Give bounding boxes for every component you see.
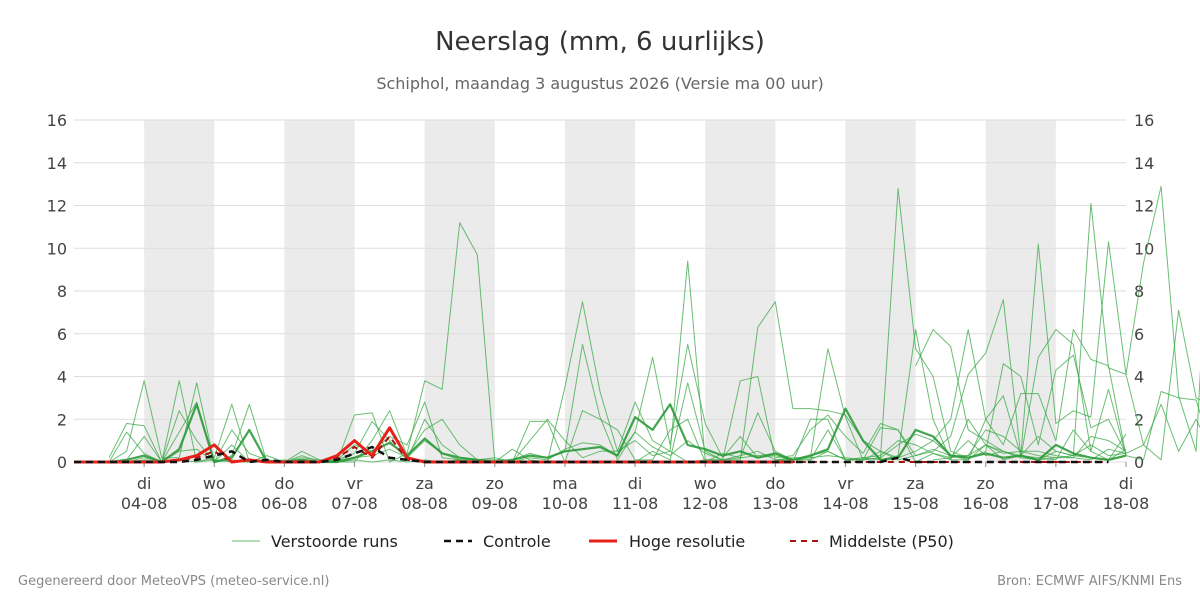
legend-item-verstoorde-runs: Verstoorde runs [232, 532, 398, 551]
x-tick-day: zo [977, 474, 995, 493]
y-tick-label-right: 14 [1134, 154, 1154, 173]
y-tick-label-right: 2 [1134, 410, 1144, 429]
y-tick-label-left: 16 [47, 111, 67, 130]
x-tick-date: 06-08 [261, 494, 308, 513]
x-tick-day: za [416, 474, 434, 493]
y-tick-label-left: 14 [47, 154, 67, 173]
x-tick-day: do [274, 474, 294, 493]
x-tick-date: 17-08 [1033, 494, 1080, 513]
legend: Verstoorde runs Controle Hoge resolutie … [232, 532, 954, 551]
x-tick-day: di [137, 474, 152, 493]
y-tick-label-left: 6 [57, 325, 67, 344]
y-tick-label-left: 8 [57, 282, 67, 301]
legend-label-hoge-resolutie: Hoge resolutie [629, 532, 745, 551]
x-tick-date: 14-08 [822, 494, 869, 513]
y-tick-label-right: 6 [1134, 325, 1144, 344]
legend-item-hoge-resolutie: Hoge resolutie [589, 532, 745, 551]
ensemble-line [775, 185, 1200, 459]
x-tick-date: 16-08 [962, 494, 1009, 513]
x-tick-date: 08-08 [401, 494, 448, 513]
x-tick-date: 09-08 [472, 494, 519, 513]
x-tick-date: 07-08 [331, 494, 378, 513]
x-tick-day: za [906, 474, 924, 493]
ensemble-line [933, 403, 1200, 461]
y-tick-label-right: 12 [1134, 197, 1154, 216]
x-tick-day: do [765, 474, 785, 493]
x-tick-day: vr [837, 474, 853, 493]
legend-label-verstoorde-runs: Verstoorde runs [271, 532, 398, 551]
y-tick-label-left: 0 [57, 453, 67, 472]
y-tick-label-right: 4 [1134, 368, 1144, 387]
x-axis-ticks: di04-08wo05-08do06-08vr07-08za08-08zo09-… [121, 462, 1149, 513]
legend-item-middelste: Middelste (P50) [790, 532, 954, 551]
x-tick-date: 10-08 [542, 494, 589, 513]
x-tick-day: di [1119, 474, 1134, 493]
footer-source: Bron: ECMWF AIFS/KNMI Ens [997, 574, 1182, 589]
legend-label-middelste: Middelste (P50) [829, 532, 954, 551]
x-tick-day: wo [694, 474, 717, 493]
legend-item-controle: Controle [444, 532, 551, 551]
y-tick-label-right: 10 [1134, 239, 1154, 258]
x-tick-date: 18-08 [1103, 494, 1150, 513]
x-tick-day: ma [1043, 474, 1068, 493]
ensemble-line [775, 329, 1200, 461]
y-tick-label-left: 2 [57, 410, 67, 429]
y-tick-label-left: 12 [47, 197, 67, 216]
x-tick-day: zo [486, 474, 504, 493]
x-tick-day: wo [203, 474, 226, 493]
footer-generated-by: Gegenereerd door MeteoVPS (meteo-service… [18, 574, 329, 589]
y-tick-label-right: 16 [1134, 111, 1154, 130]
y-tick-label-right: 0 [1134, 453, 1144, 472]
y-tick-label-left: 4 [57, 368, 67, 387]
series-lines [74, 185, 1200, 464]
ensemble-line [108, 222, 1127, 463]
x-tick-date: 15-08 [892, 494, 939, 513]
x-tick-day: di [628, 474, 643, 493]
x-tick-day: ma [552, 474, 577, 493]
legend-label-controle: Controle [483, 532, 551, 551]
x-tick-day: vr [347, 474, 363, 493]
x-tick-date: 12-08 [682, 494, 729, 513]
high-res-line [74, 426, 793, 464]
ensemble-line [915, 202, 1200, 461]
chart-subtitle: Schiphol, maandag 3 augustus 2026 (Versi… [376, 74, 823, 93]
x-tick-date: 04-08 [121, 494, 168, 513]
y-tick-label-left: 10 [47, 239, 67, 258]
chart-title: Neerslag (mm, 6 uurlijks) [435, 27, 765, 57]
x-tick-date: 11-08 [612, 494, 659, 513]
x-tick-date: 13-08 [752, 494, 799, 513]
x-tick-date: 05-08 [191, 494, 238, 513]
